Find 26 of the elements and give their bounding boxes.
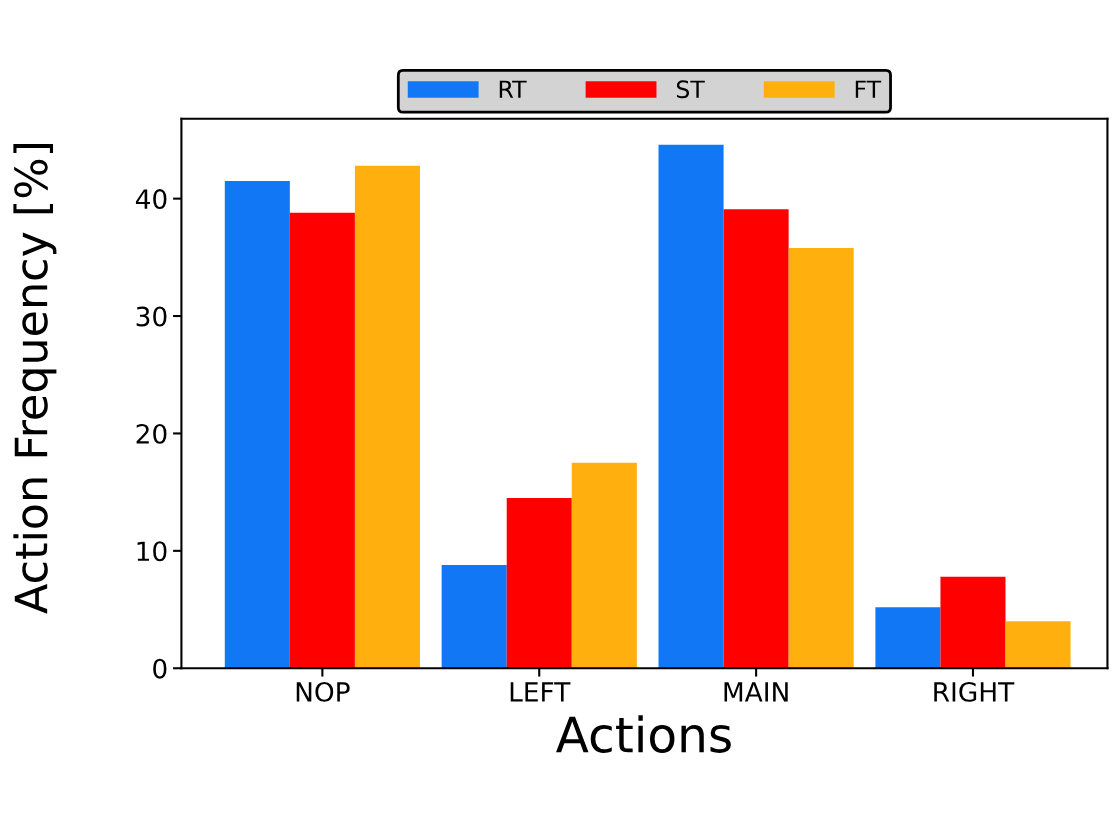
y-tick-label: 0 [153, 658, 167, 679]
y-tick-label: 10 [137, 541, 167, 562]
legend-label: RT [499, 80, 527, 98]
bar [506, 498, 572, 669]
x-tick-label: LEFT [510, 682, 571, 702]
bar [788, 247, 854, 669]
bar [1005, 621, 1071, 669]
legend-label: FT [855, 80, 882, 98]
bar [875, 607, 941, 669]
x-tick-label: MAIN [724, 682, 788, 702]
bar [658, 144, 724, 669]
bar [224, 181, 290, 669]
y-axis-title: Action Frequency [%] [13, 143, 57, 614]
bar [940, 576, 1006, 669]
bar [354, 165, 420, 669]
x-tick-label: RIGHT [934, 681, 1015, 702]
bar [289, 212, 355, 669]
y-tick-label: 30 [136, 306, 167, 327]
x-tick-label: NOP [296, 681, 350, 702]
bar [571, 462, 637, 669]
bar [723, 209, 789, 669]
x-axis-title: Actions [556, 715, 731, 753]
y-tick-label: 20 [136, 423, 167, 444]
legend-label: ST [676, 80, 705, 99]
y-tick-label: 40 [135, 189, 167, 210]
bar [441, 564, 507, 669]
